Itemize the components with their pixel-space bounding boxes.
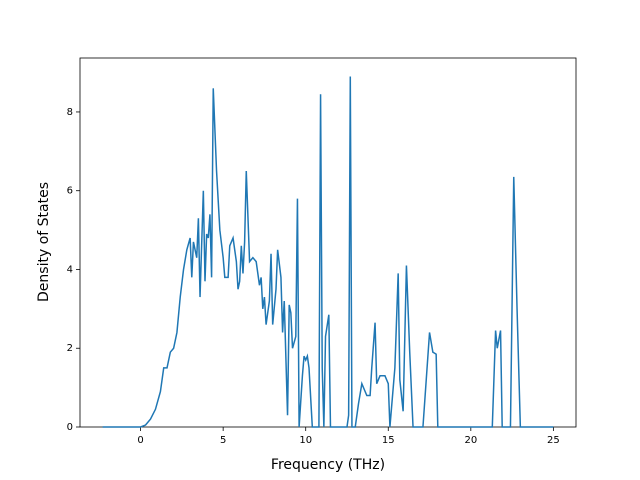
y-tick-label: 4 — [67, 264, 73, 275]
y-axis-label: Density of States — [36, 182, 52, 302]
line-series — [102, 76, 554, 428]
y-tick-label: 8 — [67, 107, 73, 118]
x-tick-label: 25 — [547, 435, 560, 446]
y-tick-label: 0 — [67, 422, 73, 433]
plot-frame — [79, 57, 577, 428]
x-axis-label: Frequency (THz) — [271, 457, 385, 473]
x-tick-label: 0 — [137, 435, 143, 446]
x-tick-label: 15 — [382, 435, 395, 446]
y-tick-label: 6 — [67, 186, 73, 197]
x-tick-label: 20 — [464, 435, 477, 446]
x-tick-label: 10 — [299, 435, 312, 446]
x-tick-label: 5 — [220, 435, 226, 446]
y-tick-label: 2 — [67, 343, 73, 354]
